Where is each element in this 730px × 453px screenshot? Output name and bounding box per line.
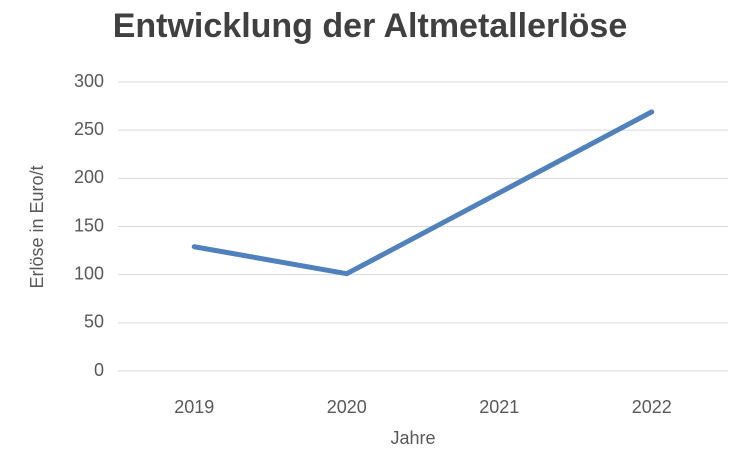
- x-axis-label: Jahre: [390, 428, 435, 448]
- line-series: [191, 109, 655, 277]
- y-tick-label: 50: [84, 312, 104, 332]
- y-tick-label: 250: [74, 119, 104, 139]
- y-tick-label: 100: [74, 263, 104, 283]
- y-tick-label: 200: [74, 167, 104, 187]
- y-tick-label: 150: [74, 215, 104, 235]
- x-tick-label: 2022: [632, 397, 672, 417]
- y-tick-label: 300: [74, 71, 104, 91]
- chart-title: Entwicklung der Altmetallerlöse: [113, 7, 628, 45]
- x-tick-label: 2019: [174, 397, 214, 417]
- y-axis-label: Erlöse in Euro/t: [27, 165, 47, 288]
- x-tick-label: 2020: [327, 397, 367, 417]
- x-tick-label: 2021: [479, 397, 519, 417]
- y-tick-label: 0: [94, 360, 104, 380]
